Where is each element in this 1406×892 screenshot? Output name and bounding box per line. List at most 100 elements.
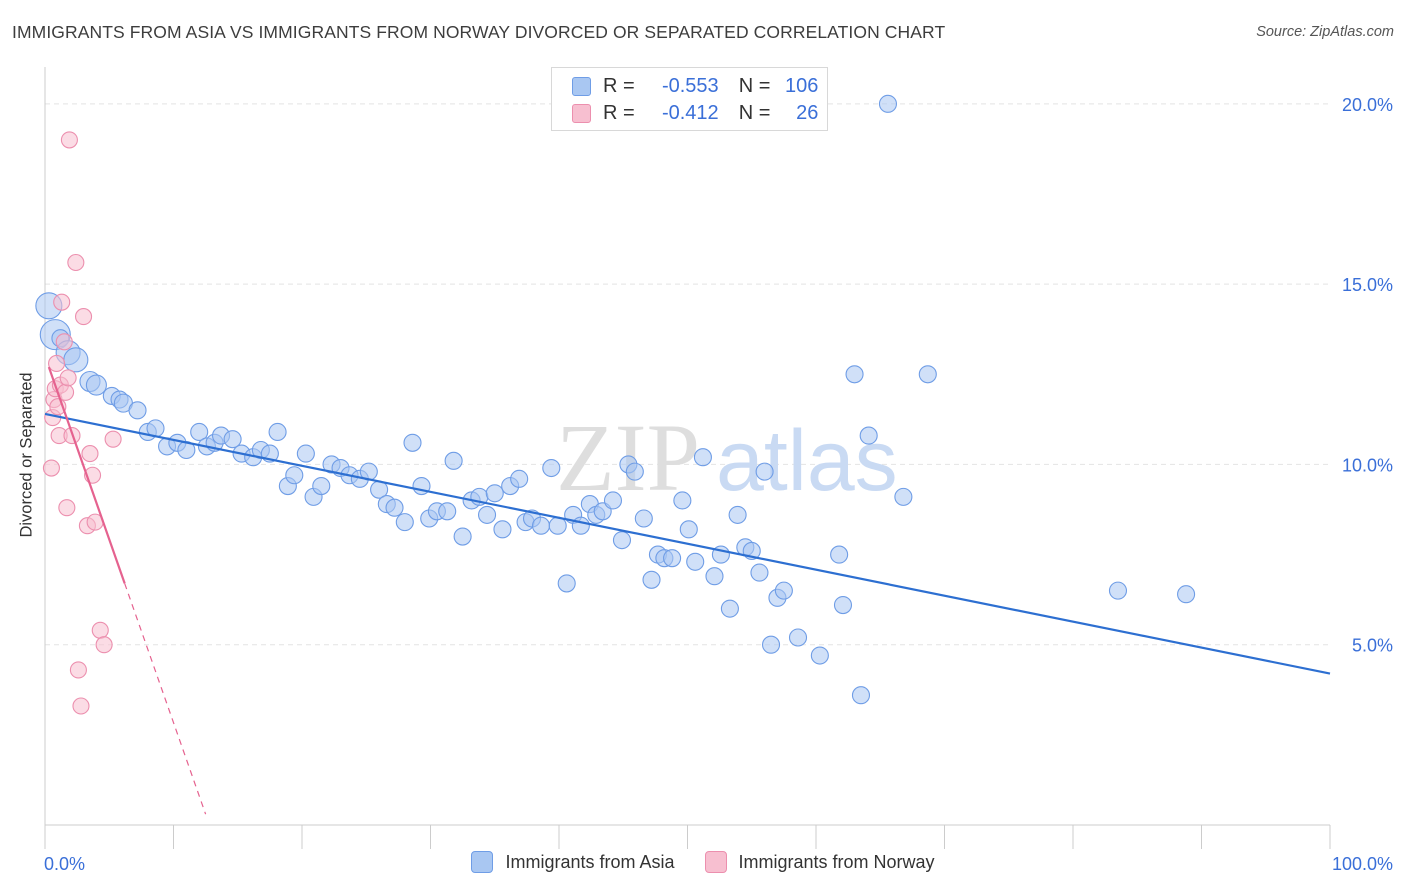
data-point-asia [493, 520, 512, 539]
data-point-asia [1108, 581, 1128, 600]
legend-label-norway: Immigrants from Norway [738, 851, 935, 872]
data-point-asia [296, 444, 315, 463]
data-point-asia [477, 505, 497, 524]
legend-label-asia: Immigrants from Asia [505, 851, 675, 872]
data-point-asia [788, 628, 808, 647]
data-point-asia [395, 513, 414, 532]
data-point-asia [673, 491, 692, 510]
legend-item-norway: Immigrants from Norway [704, 851, 935, 873]
data-point-asia [85, 374, 107, 396]
data-point-asia [438, 502, 457, 521]
axes [44, 67, 1331, 849]
trend-line-norway [47, 366, 126, 584]
data-point-asia [485, 484, 504, 503]
data-point-asia [859, 426, 878, 445]
data-point-norway [72, 697, 90, 715]
data-point-asia [878, 94, 898, 113]
data-point-asia [403, 433, 422, 452]
data-point-norway [91, 621, 109, 639]
data-point-asia [642, 570, 661, 589]
data-point-asia [612, 531, 632, 550]
data-point-asia [603, 491, 623, 510]
data-point-asia [634, 509, 653, 528]
legend-swatch-asia [572, 76, 591, 96]
data-point-norway [42, 459, 60, 477]
data-point-asia [830, 545, 849, 564]
data-point-norway [95, 636, 113, 654]
series-asia-points [35, 94, 1196, 705]
data-point-asia [571, 516, 590, 535]
data-point-asia [268, 422, 287, 442]
legend-item-asia: Immigrants from Asia [471, 851, 675, 873]
data-point-norway [75, 308, 93, 326]
data-point-asia [385, 498, 404, 517]
y-tick-label: 10.0% [1342, 455, 1393, 475]
data-point-norway [59, 369, 77, 387]
data-point-asia [693, 448, 712, 467]
data-point-asia [918, 365, 937, 384]
stats-legend: R = -0.553 N = 106 R = -0.412 N = 26 [551, 67, 828, 131]
data-point-norway [104, 430, 122, 448]
legend-row-norway: R = -0.412 N = 26 [572, 100, 818, 126]
data-point-norway [69, 661, 87, 679]
data-point-asia [1177, 585, 1196, 604]
data-point-norway [55, 333, 73, 351]
data-point-asia [453, 527, 472, 546]
y-tick-label: 5.0% [1352, 636, 1393, 656]
data-point-norway [58, 499, 76, 517]
data-point-asia [663, 549, 682, 568]
source-credit: Source: ZipAtlas.com [1256, 24, 1394, 40]
data-point-asia [285, 466, 304, 485]
data-point-asia [810, 646, 829, 665]
y-tick-label: 20.0% [1342, 95, 1393, 115]
data-point-norway [81, 445, 99, 463]
data-point-asia [542, 458, 561, 478]
x-tick-label: 0.0% [44, 854, 85, 874]
data-point-asia [557, 574, 576, 593]
legend-n-label: N = [738, 74, 771, 97]
data-point-norway [53, 293, 71, 311]
legend-n-value-asia: 106 [785, 74, 819, 97]
series-norway-points [42, 131, 122, 715]
data-point-asia [705, 567, 724, 586]
data-point-asia [312, 477, 331, 496]
data-point-asia [444, 451, 463, 470]
data-point-asia [894, 487, 913, 506]
data-point-norway [48, 354, 66, 373]
data-point-asia [833, 595, 853, 615]
data-point-norway [60, 131, 78, 149]
legend-swatch-norway [704, 851, 727, 873]
legend-n-value-norway: 26 [796, 101, 819, 124]
legend-n-label: N = [738, 101, 771, 124]
series-legend: Immigrants from Asia Immigrants from Nor… [0, 851, 1406, 873]
data-point-asia [686, 552, 705, 571]
data-point-asia [728, 505, 747, 524]
data-point-asia [750, 563, 769, 582]
data-point-asia [720, 599, 739, 618]
data-point-asia [679, 520, 698, 539]
legend-swatch-norway [572, 103, 591, 123]
data-point-asia [625, 462, 644, 481]
legend-swatch-asia [471, 851, 494, 873]
trend-lines [44, 366, 1331, 815]
data-point-asia [128, 401, 147, 420]
legend-r-label: R = [603, 74, 635, 97]
legend-r-value-norway: -0.412 [661, 101, 719, 124]
data-point-asia [63, 347, 89, 373]
tick-labels: 5.0% 10.0% 15.0% 20.0% 0.0% 100.0% [44, 95, 1393, 874]
data-point-asia [755, 462, 774, 481]
legend-r-value-asia: -0.553 [661, 74, 719, 97]
data-point-asia [510, 469, 529, 488]
legend-row-asia: R = -0.553 N = 106 [572, 73, 818, 99]
trend-line-norway-extension [124, 583, 207, 815]
legend-r-label: R = [603, 101, 635, 124]
x-tick-label: 100.0% [1332, 854, 1393, 874]
data-point-asia [761, 635, 781, 654]
data-point-asia [190, 422, 209, 442]
data-point-asia [845, 365, 864, 384]
chart-title: IMMIGRANTS FROM ASIA VS IMMIGRANTS FROM … [12, 22, 946, 42]
data-point-asia [851, 686, 871, 705]
trend-line-asia [44, 412, 1331, 675]
data-point-asia [531, 516, 551, 535]
